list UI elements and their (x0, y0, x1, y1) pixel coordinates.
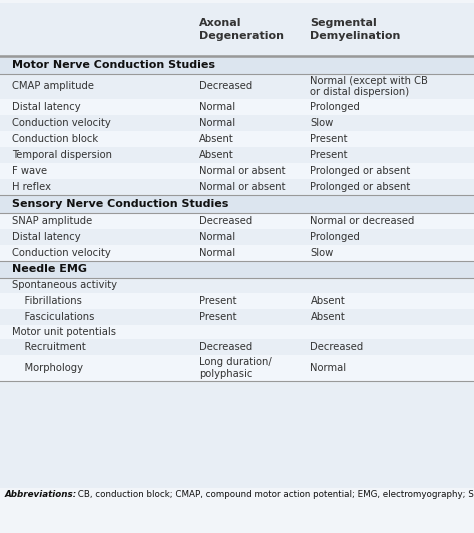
Text: Absent: Absent (199, 134, 234, 144)
Text: Prolonged or absent: Prolonged or absent (310, 166, 410, 176)
Text: Normal or decreased: Normal or decreased (310, 216, 415, 225)
Text: Morphology: Morphology (12, 363, 83, 373)
Text: Prolonged or absent: Prolonged or absent (310, 182, 410, 192)
Text: Conduction block: Conduction block (12, 134, 98, 144)
Text: Needle EMG: Needle EMG (12, 264, 87, 274)
Bar (0, 339, 474, 355)
Text: Absent: Absent (199, 150, 234, 160)
Bar (0, 115, 474, 131)
Text: Slow: Slow (310, 248, 334, 257)
Text: Normal: Normal (199, 232, 235, 241)
Bar (0, 293, 474, 309)
Text: SNAP amplitude: SNAP amplitude (12, 216, 92, 225)
Text: Motor Nerve Conduction Studies: Motor Nerve Conduction Studies (12, 60, 215, 70)
Text: Recruitment: Recruitment (12, 342, 86, 352)
Bar (0, 195, 474, 213)
Bar (0, 56, 474, 74)
Bar (0, 229, 474, 245)
Text: F wave: F wave (12, 166, 47, 176)
Text: Normal: Normal (310, 363, 346, 373)
Text: CB, conduction block; CMAP, compound motor action potential; EMG, electromyograp: CB, conduction block; CMAP, compound mot… (75, 490, 474, 499)
Bar (0, 74, 474, 99)
Text: Present: Present (310, 150, 348, 160)
Bar (0, 131, 474, 147)
Text: Decreased: Decreased (199, 82, 252, 91)
Text: Decreased: Decreased (199, 342, 252, 352)
Text: Fibrillations: Fibrillations (12, 296, 82, 305)
Bar (0, 325, 474, 339)
Text: Conduction velocity: Conduction velocity (12, 248, 110, 257)
Bar (0, 99, 474, 115)
Text: Segmental
Demyelination: Segmental Demyelination (310, 18, 401, 41)
Text: Present: Present (199, 296, 237, 305)
Bar (0, 309, 474, 325)
Bar (0, 261, 474, 278)
Bar (0, 163, 474, 179)
Text: Axonal
Degeneration: Axonal Degeneration (199, 18, 284, 41)
Text: Normal (except with CB
or distal dispersion): Normal (except with CB or distal dispers… (310, 76, 428, 97)
Text: Absent: Absent (310, 312, 345, 321)
Text: H reflex: H reflex (12, 182, 51, 192)
Text: Normal or absent: Normal or absent (199, 166, 285, 176)
Text: Abbreviations:: Abbreviations: (5, 490, 77, 499)
Text: Decreased: Decreased (199, 216, 252, 225)
Text: Normal: Normal (199, 118, 235, 128)
Bar (0, 278, 474, 293)
Bar (0, 245, 474, 261)
Text: Normal: Normal (199, 248, 235, 257)
Text: Prolonged: Prolonged (310, 102, 360, 112)
Text: Present: Present (310, 134, 348, 144)
Text: Absent: Absent (310, 296, 345, 305)
Text: Motor unit potentials: Motor unit potentials (12, 327, 116, 337)
Bar (0, 147, 474, 163)
Bar (0, 213, 474, 229)
Bar (0, 3, 474, 56)
Text: Fasciculations: Fasciculations (12, 312, 94, 321)
Text: Prolonged: Prolonged (310, 232, 360, 241)
Bar (0, 179, 474, 195)
Text: Conduction velocity: Conduction velocity (12, 118, 110, 128)
Text: Present: Present (199, 312, 237, 321)
Text: Spontaneous activity: Spontaneous activity (12, 280, 117, 290)
Text: Temporal dispersion: Temporal dispersion (12, 150, 112, 160)
Text: Normal or absent: Normal or absent (199, 182, 285, 192)
Text: Long duration/
polyphasic: Long duration/ polyphasic (199, 357, 272, 378)
Text: Normal: Normal (199, 102, 235, 112)
Text: Slow: Slow (310, 118, 334, 128)
Text: Distal latency: Distal latency (12, 102, 81, 112)
Bar (0, 355, 474, 381)
Text: Distal latency: Distal latency (12, 232, 81, 241)
Text: CMAP amplitude: CMAP amplitude (12, 82, 94, 91)
Text: Decreased: Decreased (310, 342, 364, 352)
Text: Sensory Nerve Conduction Studies: Sensory Nerve Conduction Studies (12, 199, 228, 209)
